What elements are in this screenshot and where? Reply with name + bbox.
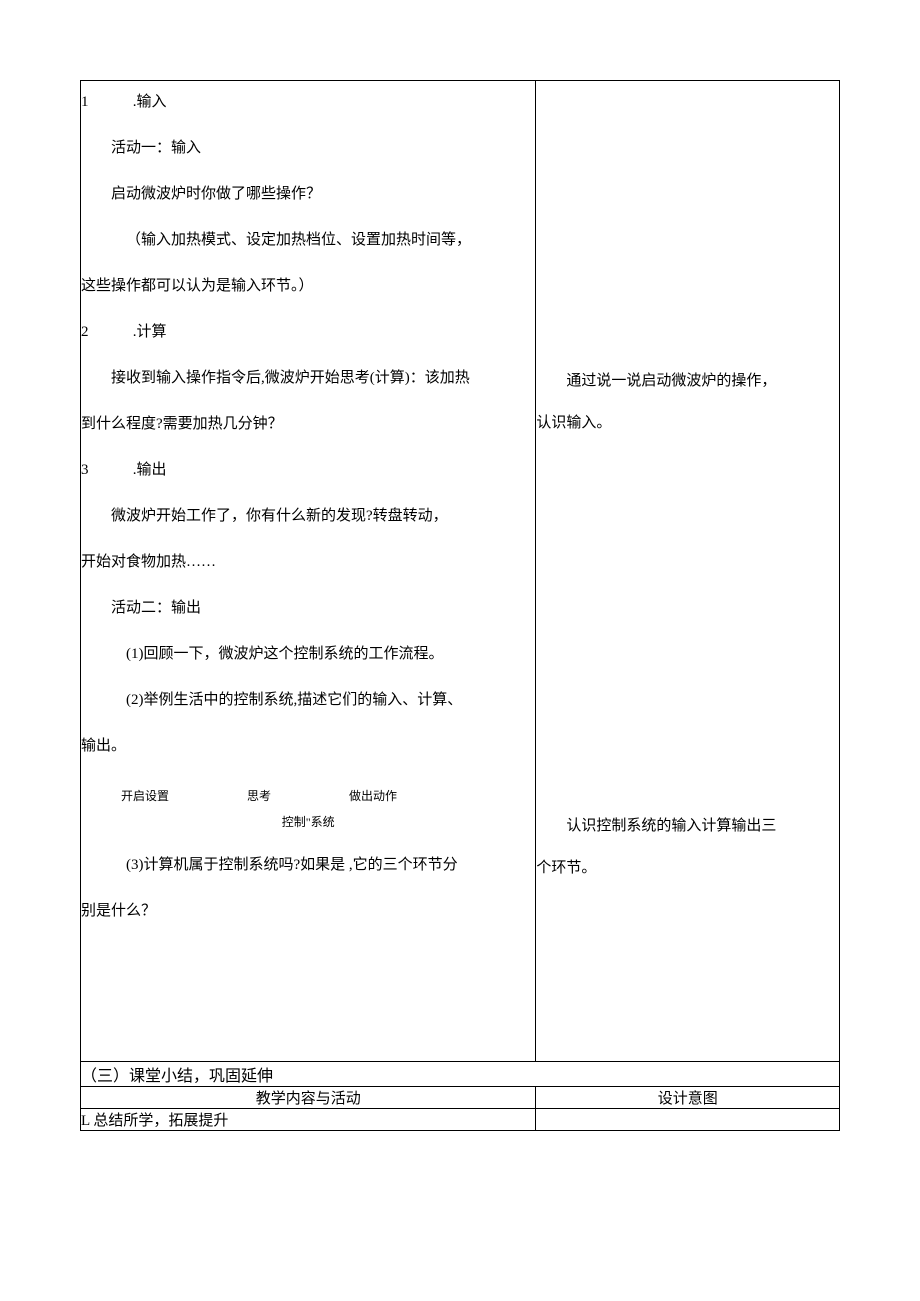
lesson-table: 1 .输入 活动一：输入 启动微波炉时你做了哪些操作？ （输入加热模式、设定加热…	[80, 80, 840, 1131]
activity-1-title: 活动一：输入	[81, 127, 535, 169]
item-2-num: 2	[81, 311, 129, 353]
summary-row: L 总结所学，拓展提升	[81, 1109, 840, 1131]
main-content-row: 1 .输入 活动一：输入 启动微波炉时你做了哪些操作？ （输入加热模式、设定加热…	[81, 81, 840, 1062]
right-block-2: 认识控制系统的输入计算输出三 个环节。	[536, 805, 839, 953]
calc-line-1: 接收到输入操作指令后,微波炉开始思考(计算)：该加热	[81, 357, 535, 399]
header-right-cell: 设计意图	[536, 1087, 840, 1109]
table-header-row: 教学内容与活动 设计意图	[81, 1087, 840, 1109]
item-3-num: 3	[81, 449, 129, 491]
calc-line-2: 到什么程度?需要加热几分钟？	[81, 403, 535, 445]
section-3-title: （三）课堂小结，巩固延伸	[81, 1068, 273, 1085]
activity-1-detail-2: 这些操作都可以认为是输入环节。）	[81, 265, 535, 307]
activity-2-p3b: 别是什么？	[81, 890, 535, 932]
activity-1-detail: （输入加热模式、设定加热档位、设置加热时间等，	[81, 219, 535, 261]
right-block-1: 通过说一说启动微波炉的操作， 认识输入。	[536, 190, 839, 448]
right-para-1a: 通过说一说启动微波炉的操作，	[536, 360, 839, 402]
activity-2-p3: (3)计算机属于控制系统吗?如果是 ,它的三个环节分	[81, 844, 535, 886]
diagram-a: 开启设置	[121, 789, 169, 803]
activity-2-p2: (2)举例生活中的控制系统,描述它们的输入、计算、	[81, 679, 535, 721]
item-1-label: .输入	[133, 94, 167, 110]
right-wrapper: 通过说一说启动微波炉的操作， 认识输入。 认识控制系统的输入计算输出三 个环节。	[536, 81, 839, 1061]
item-2-label: .计算	[133, 324, 167, 340]
header-left-text: 教学内容与活动	[256, 1091, 361, 1107]
right-para-2b: 个环节。	[536, 847, 839, 889]
spacer	[81, 771, 535, 783]
item-1-line: 1 .输入	[81, 81, 535, 123]
activity-2-p2b: 输出。	[81, 725, 535, 767]
output-line-1: 微波炉开始工作了，你有什么新的发现?转盘转动，	[81, 495, 535, 537]
diagram-b: 思考	[247, 789, 271, 803]
spacer-2b	[81, 836, 535, 844]
summary-right-cell	[536, 1109, 840, 1131]
right-para-2a: 认识控制系统的输入计算输出三	[536, 805, 839, 847]
activity-2-title: 活动二：输出	[81, 587, 535, 629]
item-1-num: 1	[81, 81, 129, 123]
section-3-row: （三）课堂小结，巩固延伸	[81, 1062, 840, 1087]
right-para-1b: 认识输入。	[536, 402, 839, 444]
section-3-cell: （三）课堂小结，巩固延伸	[81, 1062, 840, 1087]
header-right-text: 设计意图	[658, 1091, 718, 1107]
output-line-2: 开始对食物加热……	[81, 541, 535, 583]
right-content-cell: 通过说一说启动微波炉的操作， 认识输入。 认识控制系统的输入计算输出三 个环节。	[536, 81, 840, 1062]
diagram-c: 做出动作	[349, 789, 397, 803]
activity-1-question: 启动微波炉时你做了哪些操作？	[81, 173, 535, 215]
item-3-line: 3 .输出	[81, 449, 535, 491]
item-3-label: .输出	[133, 462, 167, 478]
summary-left-cell: L 总结所学，拓展提升	[81, 1109, 536, 1131]
diagram-row-1: 开启设置 思考 做出动作	[81, 783, 535, 809]
header-left-cell: 教学内容与活动	[81, 1087, 536, 1109]
item-2-line: 2 .计算	[81, 311, 535, 353]
summary-text: L 总结所学，拓展提升	[81, 1113, 228, 1129]
activity-2-p1: (1)回顾一下，微波炉这个控制系统的工作流程。	[81, 633, 535, 675]
diagram-row-2: 控制"系统	[81, 809, 535, 835]
left-content-cell: 1 .输入 活动一：输入 启动微波炉时你做了哪些操作？ （输入加热模式、设定加热…	[81, 81, 536, 1062]
